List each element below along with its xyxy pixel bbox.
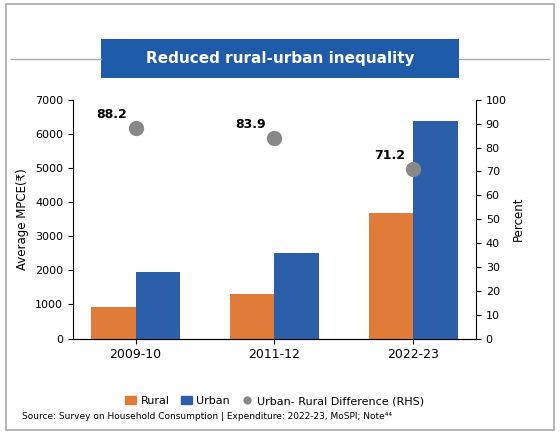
Bar	[369, 213, 413, 339]
Text: 88.2: 88.2	[96, 108, 127, 121]
Point	[409, 165, 418, 172]
Point	[131, 125, 140, 132]
Point	[270, 135, 279, 142]
Text: 83.9: 83.9	[236, 118, 266, 132]
Bar	[230, 294, 274, 339]
Text: Source: Survey on Household Consumption | Expenditure: 2022-23, MoSPI; Note⁴⁴: Source: Survey on Household Consumption …	[22, 412, 393, 421]
Text: 71.2: 71.2	[374, 149, 405, 162]
FancyBboxPatch shape	[101, 39, 459, 78]
Bar	[413, 121, 458, 339]
Y-axis label: Percent: Percent	[512, 197, 525, 241]
Bar	[91, 307, 136, 339]
Text: Reduced rural-urban inequality: Reduced rural-urban inequality	[146, 51, 414, 66]
Bar	[274, 253, 319, 339]
Legend: Rural, Urban, Urban- Rural Difference (RHS): Rural, Urban, Urban- Rural Difference (R…	[120, 392, 428, 411]
Y-axis label: Average MPCE(₹): Average MPCE(₹)	[16, 168, 29, 270]
Bar	[136, 272, 180, 339]
